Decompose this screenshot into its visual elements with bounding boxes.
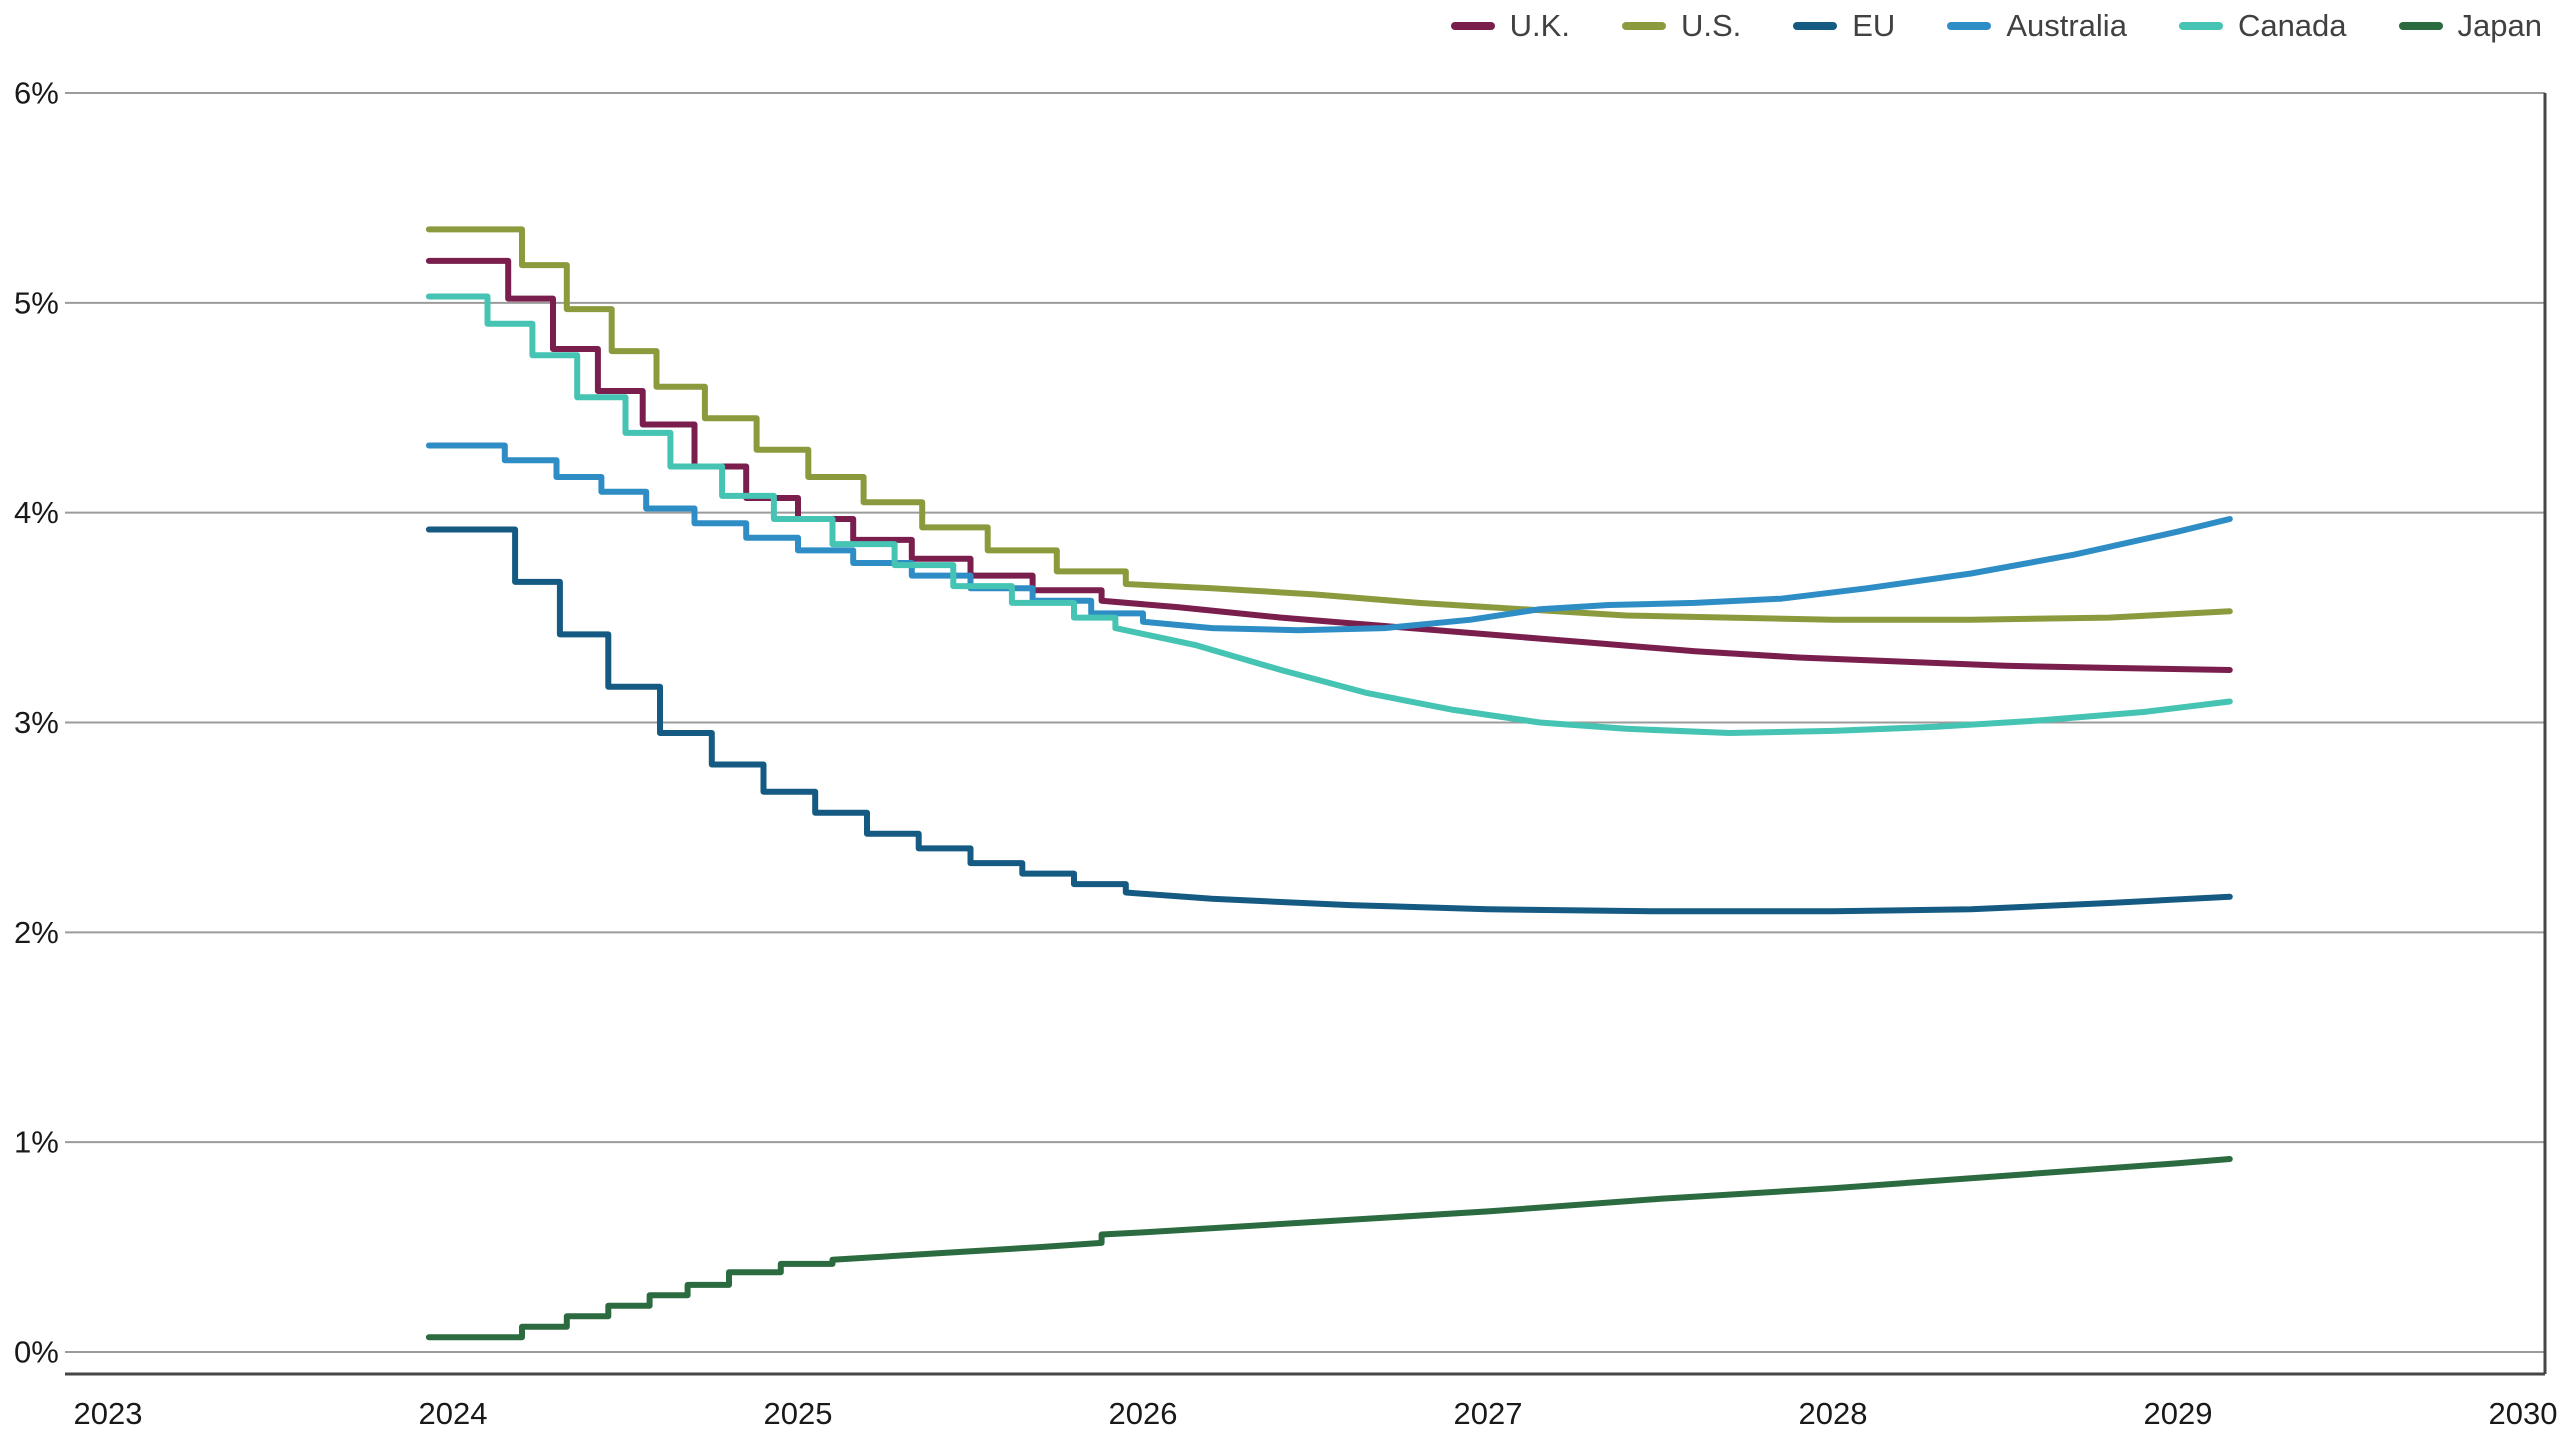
y-axis-tick-label: 2% (14, 915, 59, 950)
series-line-japan (425, 1156, 2233, 1341)
legend-label-canada: Canada (2237, 8, 2347, 43)
x-axis-tick-label: 2023 (74, 1396, 143, 1431)
x-axis-tick-label: 2028 (1799, 1396, 1868, 1431)
series-line-australia (425, 442, 2233, 634)
legend-label-uk: U.K. (1509, 8, 1570, 43)
series-line-eu (425, 526, 2233, 915)
chart-legend: U.K. U.S. EU Australia Canada Japan (1450, 8, 2542, 44)
x-axis-tick-label: 2026 (1109, 1396, 1178, 1431)
legend-item-japan: Japan (2398, 8, 2542, 44)
y-axis-tick-label: 3% (14, 705, 59, 740)
series-line-us (425, 226, 2233, 623)
legend-label-eu: EU (1852, 8, 1896, 43)
series-line-uk (425, 257, 2233, 673)
legend-item-australia: Australia (1947, 8, 2127, 44)
x-axis-tick-label: 2029 (2144, 1396, 2213, 1431)
legend-label-australia: Australia (2006, 8, 2127, 43)
x-axis-tick-label: 2027 (1454, 1396, 1523, 1431)
y-axis-tick-label: 0% (14, 1335, 59, 1370)
y-axis-tick-label: 4% (14, 495, 59, 530)
series-line-canada (425, 293, 2233, 736)
legend-item-canada: Canada (2178, 8, 2347, 44)
x-axis-tick-label: 2024 (419, 1396, 488, 1431)
legend-item-uk: U.K. (1450, 8, 1570, 44)
x-axis-tick-label: 2030 (2489, 1396, 2558, 1431)
y-axis-tick-label: 6% (14, 76, 59, 111)
legend-swatch-canada (2178, 22, 2223, 30)
y-axis-tick-label: 1% (14, 1125, 59, 1160)
legend-swatch-us (1621, 22, 1666, 30)
legend-item-us: U.S. (1621, 8, 1742, 44)
y-axis-tick-label: 5% (14, 285, 59, 320)
legend-label-us: U.S. (1680, 8, 1742, 43)
legend-swatch-japan (2398, 22, 2443, 30)
legend-item-eu: EU (1793, 8, 1895, 44)
legend-swatch-australia (1947, 22, 1992, 30)
legend-swatch-eu (1793, 22, 1838, 30)
legend-label-japan: Japan (2457, 8, 2542, 43)
legend-swatch-uk (1450, 22, 1495, 30)
x-axis-tick-label: 2025 (764, 1396, 833, 1431)
